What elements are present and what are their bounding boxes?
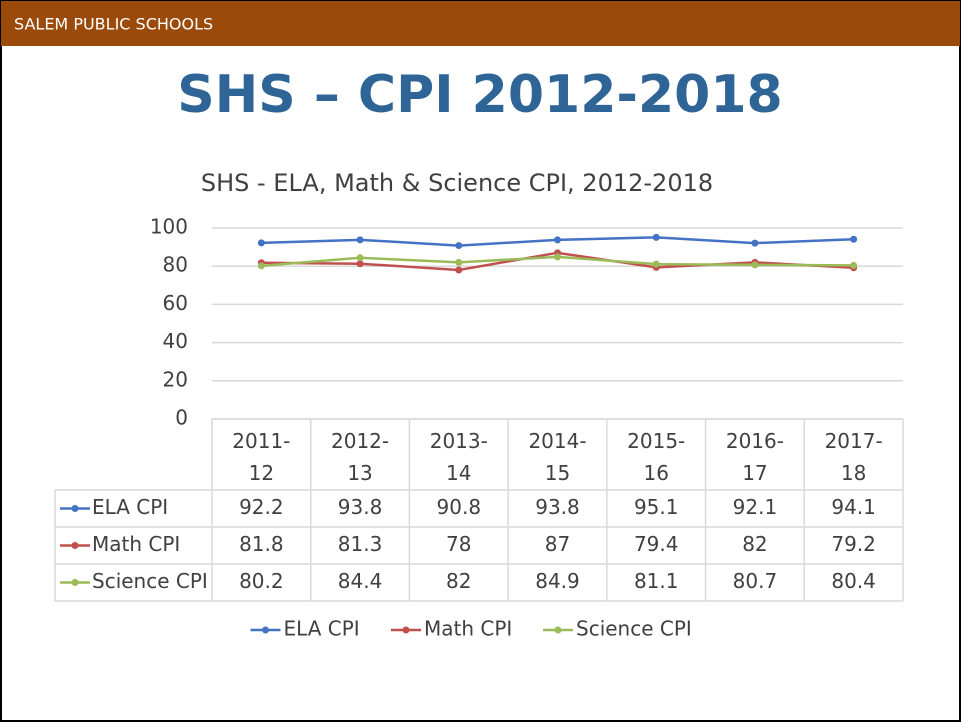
table-cell: 79.4 xyxy=(634,532,679,556)
y-tick-label: 20 xyxy=(163,367,188,391)
table-cell: 81.1 xyxy=(634,569,679,593)
table-cell: 79.2 xyxy=(831,532,876,556)
point xyxy=(356,236,364,244)
y-tick-label: 40 xyxy=(163,329,188,353)
category-label: 2013-14 xyxy=(429,429,488,485)
category-label: 2017-18 xyxy=(824,429,883,485)
point xyxy=(455,242,463,250)
table-cell: 82 xyxy=(446,569,471,593)
table-cell: 95.1 xyxy=(634,495,679,519)
point xyxy=(652,233,660,241)
point xyxy=(257,239,265,247)
table-cell: 78 xyxy=(446,532,471,556)
table-cell: 92.1 xyxy=(733,495,778,519)
table-cell: 81.3 xyxy=(338,532,383,556)
category-label: 2011-12 xyxy=(232,429,291,485)
legend-key-marker xyxy=(402,626,410,634)
table-cell: 82 xyxy=(742,532,767,556)
table-cell: 80.2 xyxy=(239,569,284,593)
point xyxy=(554,253,561,261)
table-row-label: Math CPI xyxy=(92,532,180,556)
legend-label: Science CPI xyxy=(576,617,692,641)
point xyxy=(455,258,463,266)
legend-key-marker xyxy=(262,626,269,634)
y-tick-label: 0 xyxy=(175,406,188,430)
point xyxy=(257,262,265,270)
table-cell: 84.9 xyxy=(535,569,580,593)
point xyxy=(850,235,858,243)
point xyxy=(850,261,858,269)
table-row-label: ELA CPI xyxy=(92,495,168,519)
legend-key-marker xyxy=(554,626,562,634)
point xyxy=(751,239,759,247)
table-cell: 80.7 xyxy=(733,569,778,593)
table-cell: 81.8 xyxy=(239,532,284,556)
legend-label: Math CPI xyxy=(424,617,512,641)
legend-label: ELA CPI xyxy=(284,617,360,641)
table-cell: 84.4 xyxy=(338,569,383,593)
header-text: SALEM PUBLIC SCHOOLS xyxy=(14,15,213,34)
category-label: 2012-13 xyxy=(331,429,390,485)
category-label: 2015-16 xyxy=(627,429,686,485)
category-label: 2016-17 xyxy=(725,429,784,485)
point xyxy=(455,266,463,274)
category-label: 2014-15 xyxy=(528,429,587,485)
point xyxy=(356,260,364,268)
table-row-label: Science CPI xyxy=(92,569,208,593)
table-cell: 93.8 xyxy=(535,495,580,519)
point xyxy=(652,260,660,268)
y-tick-label: 60 xyxy=(163,291,188,315)
point xyxy=(554,236,561,244)
y-tick-label: 100 xyxy=(150,215,188,239)
table-cell: 90.8 xyxy=(437,495,482,519)
table-key-marker xyxy=(71,542,79,549)
point xyxy=(751,261,759,269)
table-cell: 94.1 xyxy=(831,495,876,519)
y-tick-label: 80 xyxy=(163,253,188,277)
chart-title: SHS - ELA, Math & Science CPI, 2012-2018 xyxy=(201,169,713,197)
slide-title: SHS – CPI 2012-2018 xyxy=(177,65,782,125)
table-cell: 93.8 xyxy=(338,495,383,519)
point xyxy=(356,254,364,262)
table-cell: 87 xyxy=(545,532,570,556)
header-bar xyxy=(1,1,960,46)
table-key-marker xyxy=(71,505,79,512)
table-cell: 80.4 xyxy=(831,569,876,593)
table-key-marker xyxy=(71,579,79,586)
table-cell: 92.2 xyxy=(239,495,284,519)
